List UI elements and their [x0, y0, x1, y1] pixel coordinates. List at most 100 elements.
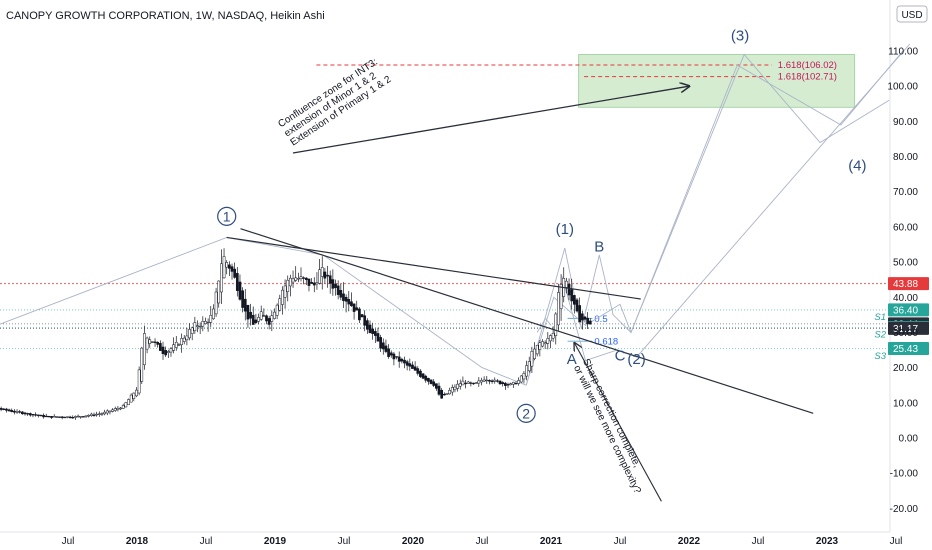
candle-body	[212, 308, 215, 320]
candle-body	[233, 268, 237, 278]
correction-annotation-line: Sharp correction complete,	[580, 357, 642, 469]
wave-label: C	[615, 348, 626, 365]
candle-body	[307, 278, 311, 286]
x-tick-label: Jul	[752, 536, 765, 547]
candle-body	[188, 329, 191, 339]
candle-body	[259, 311, 263, 320]
candle-body	[315, 282, 319, 285]
candle-body	[267, 318, 271, 325]
candle-body	[450, 387, 454, 393]
candle-body	[437, 385, 441, 395]
candle-body	[504, 382, 507, 386]
candle-body	[31, 414, 35, 416]
candle-body	[42, 414, 45, 418]
candle-body	[501, 382, 505, 385]
candle-body	[58, 416, 61, 418]
candle-body	[575, 299, 579, 312]
candle-body	[395, 356, 398, 358]
candle-body	[135, 389, 138, 397]
candle-body	[541, 341, 544, 347]
candle-body	[527, 361, 531, 372]
candle-body	[360, 314, 364, 318]
correction-annotation-line: or will we see more complexity?	[571, 364, 643, 496]
x-tick-label: Jul	[62, 536, 75, 547]
price-badge	[888, 303, 929, 317]
candle-body	[474, 382, 478, 384]
candle-body	[87, 414, 91, 417]
candle-body	[84, 415, 88, 417]
candle-body	[172, 344, 175, 351]
candle-body	[413, 366, 417, 371]
candle-body	[519, 375, 523, 383]
candle-body	[368, 324, 372, 334]
candle-body	[206, 321, 210, 324]
price-badge-label: 31.17	[893, 324, 918, 335]
currency-button[interactable]: USD	[896, 5, 928, 23]
price-badge	[888, 321, 929, 335]
candle-body	[129, 394, 133, 403]
candle-body	[490, 380, 494, 382]
candle-body	[18, 411, 22, 413]
candle-body	[583, 316, 587, 320]
minor-wave-guide	[536, 317, 552, 333]
candle-body	[419, 370, 422, 377]
candle-body	[7, 409, 11, 412]
wave-label: (3)	[731, 27, 749, 44]
candle-body	[551, 332, 555, 339]
candle-body	[50, 416, 53, 418]
candle-body	[506, 384, 510, 386]
candle-body	[198, 325, 202, 328]
candle-body	[23, 412, 27, 415]
candle-body	[458, 383, 462, 387]
candle-body	[230, 266, 234, 272]
candle-body	[469, 382, 473, 384]
y-tick-label: 80.00	[893, 152, 918, 163]
candle-body	[538, 342, 542, 350]
candle-body	[373, 331, 377, 336]
candle-body	[498, 380, 502, 385]
candle-body	[344, 296, 348, 302]
candle-body	[90, 413, 93, 416]
y-tick-label: 100.00	[887, 82, 918, 93]
candle-body	[384, 345, 388, 352]
candle-body	[281, 289, 284, 305]
candle-body	[201, 321, 205, 327]
candle-body	[477, 380, 481, 384]
candle-body	[153, 341, 157, 343]
candle-body	[421, 373, 425, 379]
candle-body	[543, 342, 547, 345]
candle-body	[304, 277, 308, 281]
candle-body	[68, 416, 72, 419]
y-tick-label: 20.00	[893, 363, 918, 374]
wave-label: (4)	[848, 158, 866, 175]
price-badge	[888, 277, 929, 291]
candle-body	[92, 414, 96, 416]
candle-body	[352, 303, 356, 312]
candle-body	[328, 275, 332, 284]
pivot-label: S2	[874, 330, 886, 341]
candle-body	[580, 313, 584, 321]
candle-body	[145, 337, 149, 350]
candle-body	[116, 407, 120, 410]
candle-body	[376, 333, 380, 342]
candle-body	[193, 322, 197, 331]
candle-body	[225, 262, 229, 268]
fib-retracement-label: 0.618	[594, 337, 618, 348]
x-tick-label: Jul	[890, 536, 903, 547]
candle-body	[488, 380, 491, 382]
candle-body	[326, 274, 329, 277]
candle-body	[291, 278, 295, 283]
candle-body	[381, 342, 385, 350]
candle-body	[570, 289, 574, 302]
candle-body	[299, 276, 303, 279]
candle-body	[21, 411, 24, 415]
x-tick-label: Jul	[200, 536, 213, 547]
correction-annotation: Sharp correction complete,or will we see…	[571, 357, 643, 496]
candle-body	[525, 365, 528, 377]
wave-label: (1)	[556, 221, 574, 238]
candle-body	[34, 414, 37, 416]
candle-body	[389, 352, 393, 356]
x-tick-label: 2022	[678, 536, 701, 547]
candle-body	[331, 279, 335, 289]
